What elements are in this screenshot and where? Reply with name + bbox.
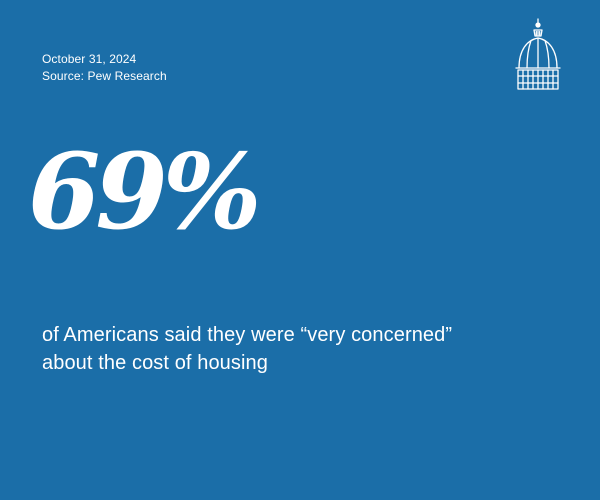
card-meta: October 31, 2024 Source: Pew Research: [42, 51, 167, 85]
date-text: October 31, 2024: [42, 52, 137, 66]
caption-line-2: about the cost of housing: [42, 352, 268, 374]
capitol-dome-icon: [514, 18, 562, 92]
caption-line-1: of Americans said they were “very concer…: [42, 324, 453, 346]
source-text: Source: Pew Research: [42, 69, 167, 83]
stat-caption: of Americans said they were “very concer…: [42, 321, 562, 377]
headline-percentage: 69%: [28, 130, 262, 253]
